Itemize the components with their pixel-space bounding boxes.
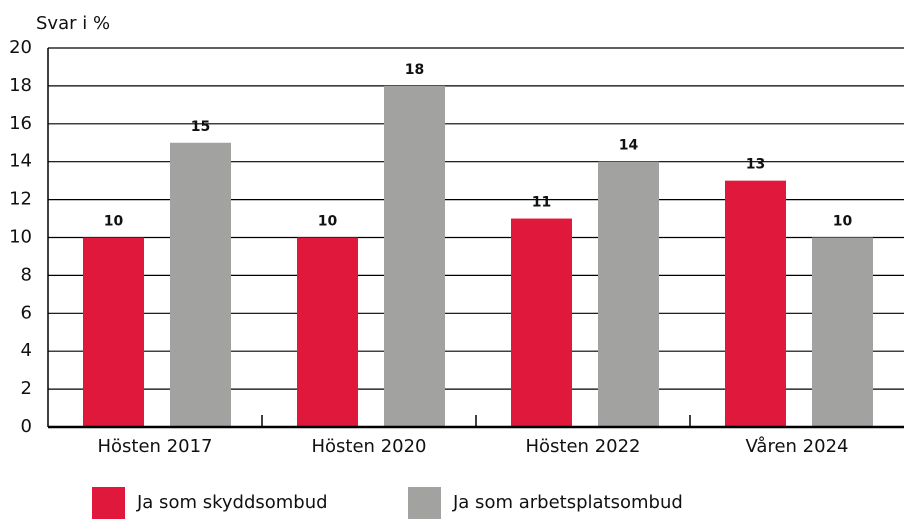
data-label: 10	[833, 214, 853, 230]
x-tick-label: Hösten 2022	[526, 436, 641, 457]
y-tick-label: 2	[21, 378, 32, 399]
data-label: 13	[746, 157, 765, 173]
bar	[83, 237, 144, 427]
data-label: 14	[619, 138, 639, 154]
x-tick-label: Våren 2024	[746, 436, 849, 457]
y-axis-title: Svar i %	[36, 13, 110, 34]
data-label: 18	[405, 62, 424, 78]
y-tick-label: 18	[9, 75, 32, 96]
bar	[511, 218, 572, 427]
data-label: 10	[104, 214, 124, 230]
bar	[297, 237, 358, 427]
legend-swatch	[408, 487, 441, 519]
y-tick-label: 6	[21, 302, 32, 323]
bar	[598, 161, 659, 427]
x-tick-label: Hösten 2017	[98, 436, 213, 457]
y-tick-label: 20	[9, 37, 32, 58]
y-tick-label: 4	[21, 340, 32, 361]
y-tick-label: 0	[21, 416, 32, 437]
y-tick-label: 14	[9, 151, 32, 172]
y-tick-label: 16	[9, 113, 32, 134]
y-tick-label: 10	[9, 227, 32, 248]
y-tick-label: 12	[9, 189, 32, 210]
legend-label: Ja som skyddsombud	[136, 492, 328, 513]
data-label: 11	[532, 195, 551, 211]
bar	[384, 85, 445, 428]
bar	[812, 237, 873, 427]
bar	[170, 142, 231, 427]
y-tick-label: 8	[21, 264, 32, 285]
x-tick-label: Hösten 2020	[312, 436, 427, 457]
bar	[725, 180, 786, 427]
data-label: 10	[318, 214, 338, 230]
data-label: 15	[191, 119, 210, 135]
legend-label: Ja som arbetsplatsombud	[452, 492, 683, 513]
legend-swatch	[92, 487, 125, 519]
